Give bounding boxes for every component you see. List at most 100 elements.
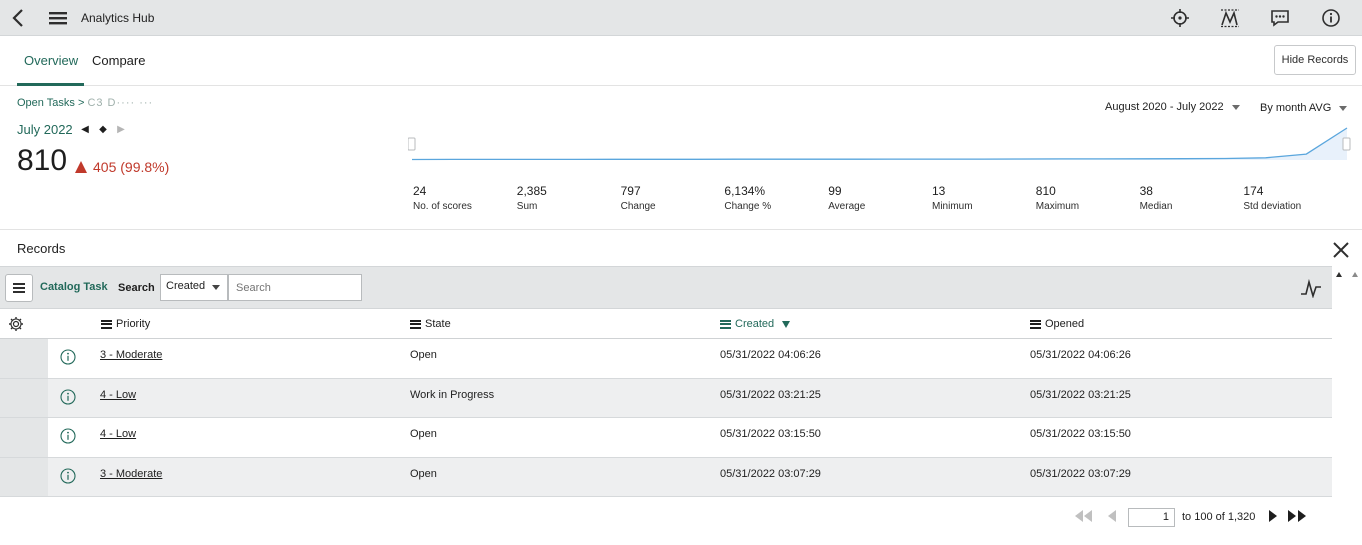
next-page-icon[interactable] [1267, 509, 1279, 526]
records-title: Records [17, 241, 66, 256]
cell-created: 05/31/2022 03:07:29 [720, 467, 821, 480]
table-row: 4 - Low Open 05/31/2022 03:15:50 05/31/2022… [0, 418, 1332, 458]
list-toolbar: Catalog Task Search Created [0, 266, 1332, 309]
column-menu-icon[interactable] [1030, 319, 1041, 329]
last-page-icon[interactable] [1286, 509, 1310, 526]
active-tab-indicator [17, 83, 84, 86]
previous-page-icon[interactable] [1106, 509, 1118, 526]
stat-label: Median [1139, 201, 1173, 212]
aggregation-select[interactable]: By month AVG [1260, 102, 1348, 114]
row-checkbox-gutter[interactable] [0, 339, 48, 378]
cell-state: Open [410, 428, 437, 440]
cell-state: Open [410, 349, 437, 361]
column-label: Priority [116, 318, 151, 330]
cell-state: Open [410, 467, 437, 480]
stat-item: 2,385 Sum [517, 184, 547, 212]
stat-item: 24 No. of scores [413, 184, 472, 212]
cell-priority[interactable]: 3 - Moderate [100, 467, 163, 480]
vertical-scrollbar[interactable] [1332, 266, 1362, 492]
breadcrumb-prefix[interactable]: Open Tasks > [17, 97, 85, 109]
search-label: Search [118, 282, 155, 294]
crosshair-icon[interactable] [1168, 6, 1192, 30]
cell-opened: 05/31/2022 03:21:25 [1030, 388, 1131, 401]
cell-opened: 05/31/2022 03:07:29 [1030, 467, 1131, 480]
chevron-left-icon[interactable] [6, 6, 30, 30]
scroll-up-icon[interactable] [1352, 272, 1358, 277]
stat-label: Sum [516, 201, 538, 212]
tab-compare[interactable]: Compare [92, 53, 146, 68]
column-header-priority[interactable]: Priority [101, 318, 150, 330]
comment-icon[interactable] [1268, 6, 1292, 30]
stat-item: 797 Change [621, 184, 656, 212]
info-icon[interactable] [60, 428, 76, 444]
column-header-opened[interactable]: Opened [1030, 318, 1084, 330]
period-label: July 2022 [17, 122, 73, 137]
info-icon[interactable] [60, 349, 76, 365]
search-field-select[interactable]: Created [160, 274, 228, 301]
list-menu-button[interactable] [5, 274, 33, 302]
stats-summary: 24 No. of scores 2,385 Sum 797 Change 6,134% Ch… [413, 184, 1353, 220]
column-header-state[interactable]: State [410, 318, 451, 330]
stat-item: 38 Median [1140, 184, 1173, 212]
table-name-link[interactable]: Catalog Task [40, 281, 108, 293]
cell-created: 05/31/2022 03:21:25 [720, 388, 821, 401]
date-range-value: August 2020 - July 2022 [1105, 101, 1224, 113]
trend-sparkline [408, 127, 1351, 161]
tab-overview[interactable]: Overview [24, 53, 79, 68]
table-row: 3 - Moderate Open 05/31/2022 04:06:26 05/31… [0, 339, 1332, 379]
info-icon[interactable] [60, 467, 76, 484]
next-period-icon[interactable]: ▶ [117, 124, 125, 135]
cell-priority[interactable]: 4 - Low [100, 428, 137, 440]
close-icon[interactable] [1331, 240, 1351, 260]
page-range-text: to 100 of 1,320 [1182, 511, 1256, 523]
info-icon[interactable] [60, 388, 76, 405]
column-menu-icon[interactable] [720, 319, 731, 329]
chevron-down-icon [1339, 105, 1348, 111]
column-menu-icon[interactable] [410, 319, 421, 329]
stat-label: No. of scores [413, 201, 472, 212]
column-label: State [425, 318, 451, 330]
breadcrumb-blurred: C3 D···· ··· [87, 97, 154, 109]
sort-descending-icon [782, 320, 791, 328]
search-input[interactable] [228, 274, 362, 301]
hamburger-menu-icon[interactable] [46, 6, 70, 30]
info-icon[interactable] [1319, 6, 1343, 30]
stat-item: 99 Average [828, 184, 865, 212]
scroll-up-icon[interactable] [1336, 272, 1342, 277]
current-period-icon[interactable]: ◆ [99, 124, 107, 135]
tabs-row: Overview Compare Hide Records [0, 36, 1362, 86]
chevron-down-icon [212, 285, 220, 290]
date-range-select[interactable]: August 2020 - July 2022 [1105, 101, 1240, 113]
first-page-icon[interactable] [1072, 509, 1096, 526]
cell-priority[interactable]: 3 - Moderate [100, 349, 163, 361]
trend-up-icon [75, 161, 87, 173]
table-body: 3 - Moderate Open 05/31/2022 04:06:26 05/31… [0, 339, 1332, 497]
range-handle-right[interactable] [1342, 137, 1351, 151]
hide-records-button[interactable]: Hide Records [1274, 45, 1356, 75]
pagination: to 100 of 1,320 [1072, 506, 1310, 528]
gear-icon[interactable] [8, 316, 24, 332]
previous-period-icon[interactable]: ◀ [81, 124, 89, 135]
divider [0, 229, 1362, 230]
formula-icon[interactable] [1218, 6, 1242, 30]
table-row: 3 - Moderate Open 05/31/2022 03:07:29 05/31… [0, 457, 1332, 497]
row-checkbox-gutter[interactable] [0, 418, 48, 457]
row-checkbox-gutter[interactable] [0, 457, 48, 496]
cell-opened: 05/31/2022 03:15:50 [1030, 428, 1131, 440]
stat-label: Change % [724, 201, 772, 212]
period-navigation: ◀ ◆ ▶ [80, 124, 126, 135]
page-number-input[interactable] [1128, 507, 1175, 527]
column-menu-icon[interactable] [101, 319, 112, 329]
row-checkbox-gutter[interactable] [0, 378, 48, 417]
cell-priority[interactable]: 4 - Low [100, 388, 137, 401]
column-header-created[interactable]: Created [720, 318, 791, 330]
pulse-chart-icon[interactable] [1299, 278, 1323, 299]
range-handle-left[interactable] [408, 137, 416, 151]
cell-state: Work in Progress [410, 388, 495, 401]
breadcrumb[interactable]: Open Tasks > C3 D···· ··· [17, 97, 153, 109]
stat-value: 99 [828, 184, 842, 198]
stat-label: Std deviation [1243, 201, 1302, 212]
stat-value: 38 [1139, 184, 1153, 198]
column-label: Opened [1045, 318, 1085, 330]
score-delta: 405 (99.8%) [75, 159, 169, 175]
